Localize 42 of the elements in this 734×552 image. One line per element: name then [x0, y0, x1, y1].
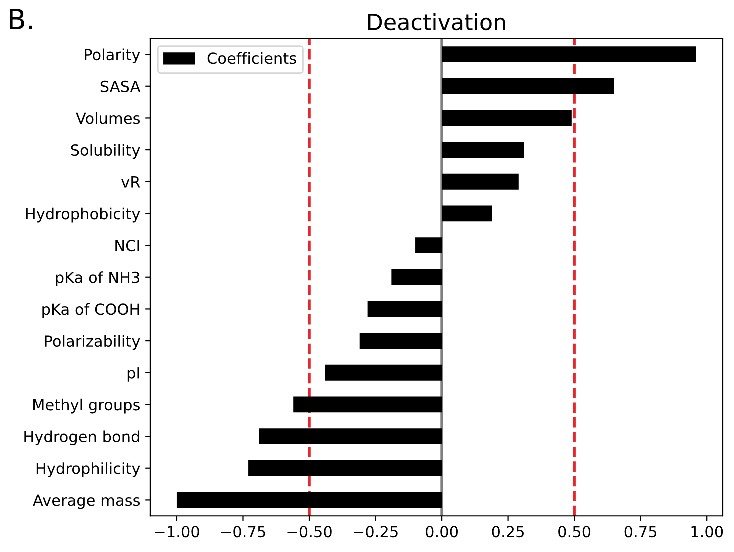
bar	[392, 269, 442, 286]
y-tick-label: Hydrophilicity	[36, 462, 140, 478]
chart-title: Deactivation	[368, 13, 506, 31]
y-tick-label: Hydrogen bond	[24, 430, 140, 446]
x-tick-label: −0.50	[288, 526, 332, 538]
y-tick-label: Polarizability	[45, 335, 140, 350]
x-tick-label: 1.00	[692, 526, 724, 538]
bar	[442, 206, 492, 222]
x-tick-label: −0.25	[354, 526, 398, 538]
bar	[360, 333, 442, 349]
x-tick-label: 0.00	[426, 526, 458, 538]
y-tick-label: NCI	[116, 240, 140, 252]
y-tick-label: Hydrophobicity	[26, 208, 140, 223]
legend-label: Coefficients	[208, 52, 296, 64]
bar	[325, 364, 442, 381]
x-tick-label: 0.25	[492, 526, 524, 538]
x-tick-label: −0.75	[221, 526, 266, 538]
y-tick-label: Average mass	[33, 494, 140, 510]
bar	[416, 238, 442, 254]
bar	[259, 428, 442, 444]
y-tick-label: pKa of NH3	[56, 272, 140, 286]
x-tick-label: 0.50	[558, 526, 591, 538]
bar	[294, 396, 442, 413]
bar	[442, 110, 572, 126]
y-tick-label: Polarity	[85, 48, 140, 64]
y-tick-label: pI	[128, 368, 140, 382]
text: B.	[10, 9, 32, 30]
bar	[368, 301, 442, 318]
bar	[442, 78, 614, 94]
y-tick-label: pKa of COOH	[42, 303, 140, 318]
bar	[248, 460, 442, 476]
y-tick-label: Volumes	[76, 112, 140, 124]
bar	[442, 46, 696, 63]
bar	[442, 174, 519, 190]
bar	[176, 492, 442, 508]
bar	[442, 142, 524, 158]
y-tick-label: SASA	[100, 80, 141, 92]
y-tick-label: Methyl groups	[34, 398, 140, 414]
y-tick-label: vR	[122, 176, 140, 188]
x-tick-label: 0.75	[624, 526, 656, 538]
x-tick-label: −1.00	[155, 526, 200, 538]
y-tick-label: Solubility	[71, 144, 140, 160]
